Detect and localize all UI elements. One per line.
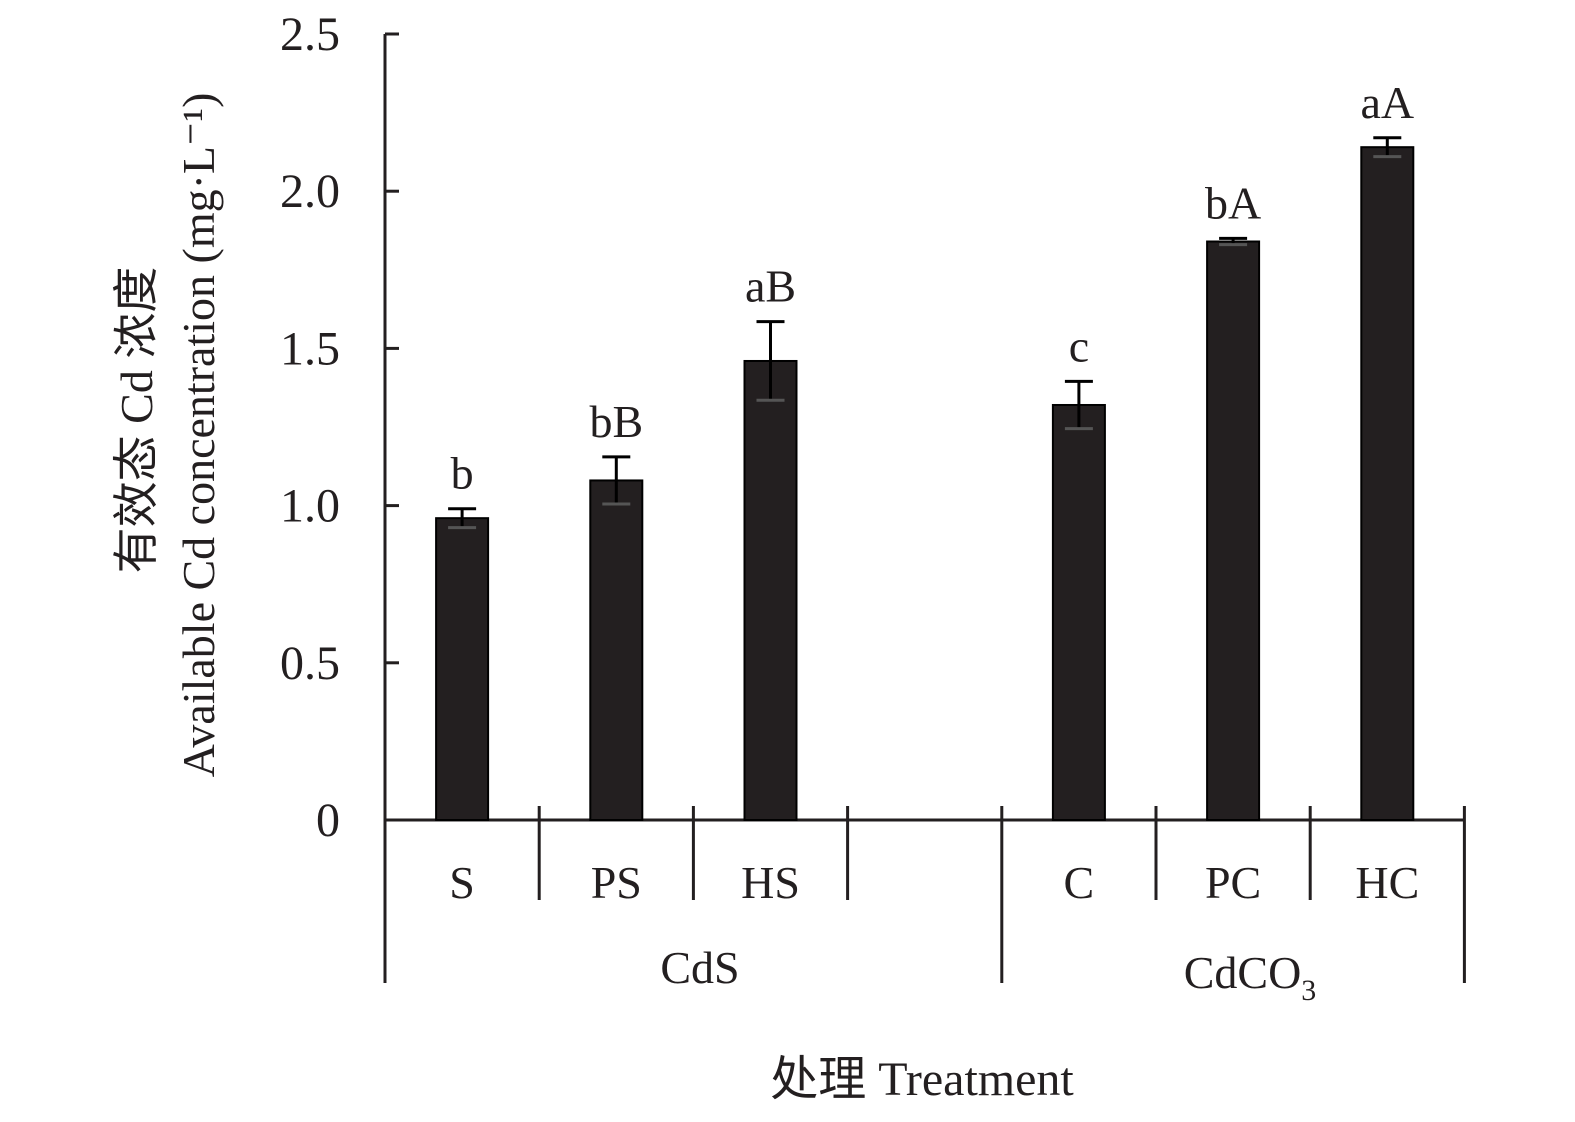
significance-label-hc: aA xyxy=(1360,77,1414,128)
bar-ps xyxy=(589,479,644,821)
category-label-c: C xyxy=(1064,857,1095,908)
significance-label-pc: bA xyxy=(1205,177,1261,228)
x-categories: S PS HS C PC HC xyxy=(449,857,1419,908)
bar-hc xyxy=(1360,146,1415,821)
category-label-hc: HC xyxy=(1355,857,1419,908)
y-tick-label: 2.5 xyxy=(280,8,340,61)
y-tick-label: 1.0 xyxy=(280,480,340,533)
y-tick-label: 2.0 xyxy=(280,165,340,218)
x-axis-title: 处理 Treatment xyxy=(770,1053,1074,1106)
significance-label-hs: aB xyxy=(745,261,796,312)
y-tick-label: 0 xyxy=(316,794,340,847)
y-axis-title-zh: 有效态 Cd 浓度 xyxy=(111,267,162,574)
significance-label-s: b xyxy=(451,448,474,499)
axes xyxy=(383,34,1466,983)
y-ticks: 0 0.5 1.0 1.5 2.0 2.5 xyxy=(280,8,399,847)
bar-c xyxy=(1051,403,1106,821)
bars: b bB aB c bA aA xyxy=(435,77,1415,822)
bar-hs xyxy=(743,359,798,821)
significance-label-ps: bB xyxy=(589,396,643,447)
group-label-cds: CdS xyxy=(660,942,739,993)
category-label-pc: PC xyxy=(1205,857,1261,908)
category-label-s: S xyxy=(449,857,475,908)
category-label-ps: PS xyxy=(591,857,642,908)
group-label-cdco3-subscript: 3 xyxy=(1301,974,1316,1007)
y-tick-label: 1.5 xyxy=(280,322,340,375)
bar-pc xyxy=(1206,240,1261,821)
y-axis-title-en: Available Cd concentration (mg·L⁻¹) xyxy=(173,93,224,778)
bar-s xyxy=(435,517,490,822)
category-label-hs: HS xyxy=(741,857,800,908)
group-label-cdco3: CdCO3 xyxy=(1184,947,1317,1007)
y-tick-label: 0.5 xyxy=(280,637,340,690)
significance-label-c: c xyxy=(1069,320,1089,371)
